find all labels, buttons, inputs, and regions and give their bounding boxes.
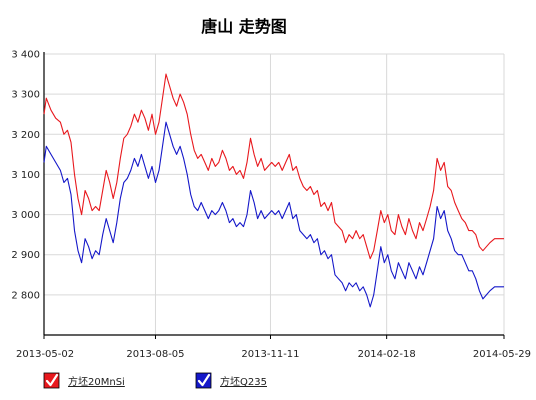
x-tick-label: 2013-05-02 (16, 349, 74, 360)
x-tick-label: 2014-02-18 (358, 349, 416, 360)
checkmark-icon (197, 373, 211, 387)
y-tick-label: 3 000 (11, 210, 40, 221)
legend: 方坯20MnSi 方坯Q235 (43, 372, 267, 389)
y-tick-label: 3 300 (11, 90, 40, 101)
y-tick-label: 3 100 (11, 170, 40, 181)
legend-label: 方坯Q235 (220, 375, 267, 388)
x-tick-label: 2013-11-11 (241, 349, 299, 360)
y-tick-label: 2 800 (11, 290, 40, 301)
legend-item: 方坯20MnSi (43, 372, 125, 389)
x-tick-label: 2014-05-29 (473, 349, 531, 360)
axes: 2 800 2 900 3 000 3 100 3 200 3 300 3 400 2013-… (11, 50, 531, 361)
y-tick-label: 3 400 (11, 50, 40, 61)
y-tick-label: 3 200 (11, 130, 40, 141)
legend-label: 方坯20MnSi (68, 375, 125, 388)
grid-lines (43, 53, 505, 335)
series-line-q235 (43, 121, 504, 308)
series-line-20mnsi (43, 73, 504, 260)
series-lines (43, 73, 504, 308)
x-tick-label: 2013-08-05 (126, 349, 184, 360)
checkmark-icon (45, 373, 59, 387)
chart-title: 唐山 走势图 (201, 17, 287, 36)
legend-item: 方坯Q235 (195, 372, 267, 389)
y-tick-label: 2 900 (11, 250, 40, 261)
